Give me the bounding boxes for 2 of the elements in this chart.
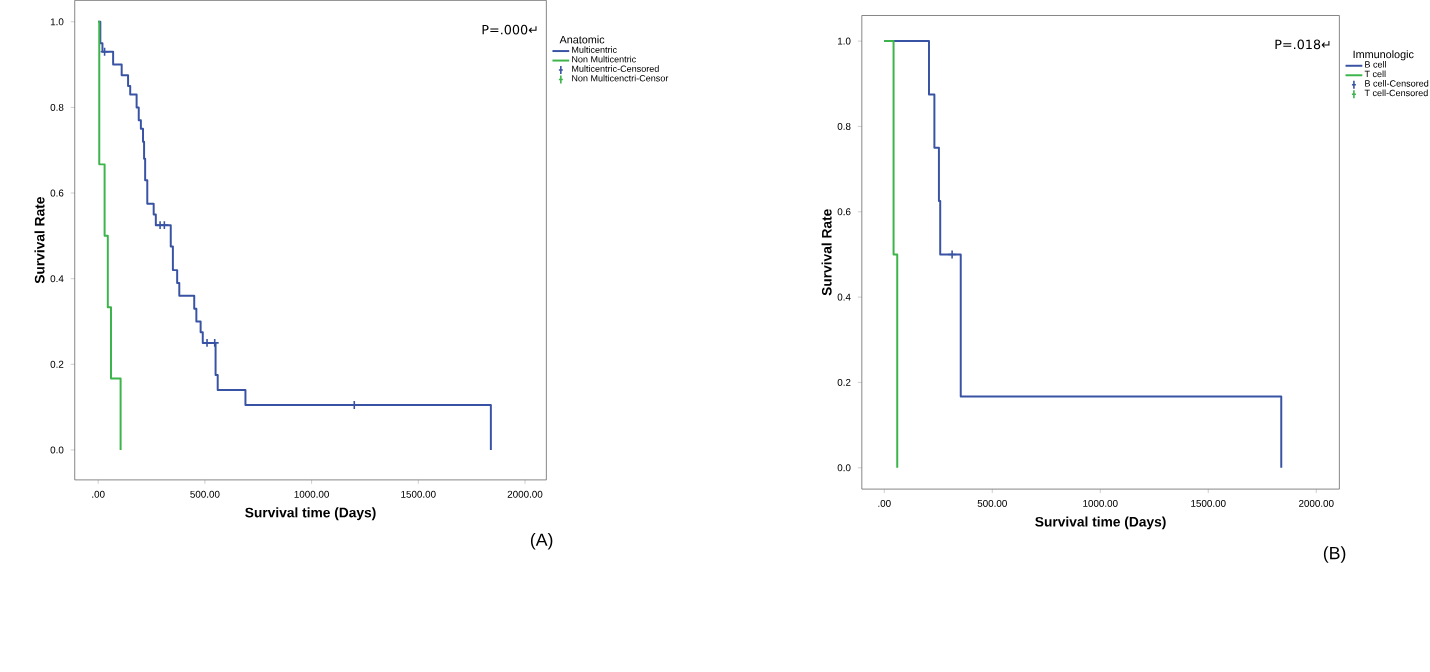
- text: (B): [1323, 546, 1346, 563]
- text: (A): [530, 532, 553, 550]
